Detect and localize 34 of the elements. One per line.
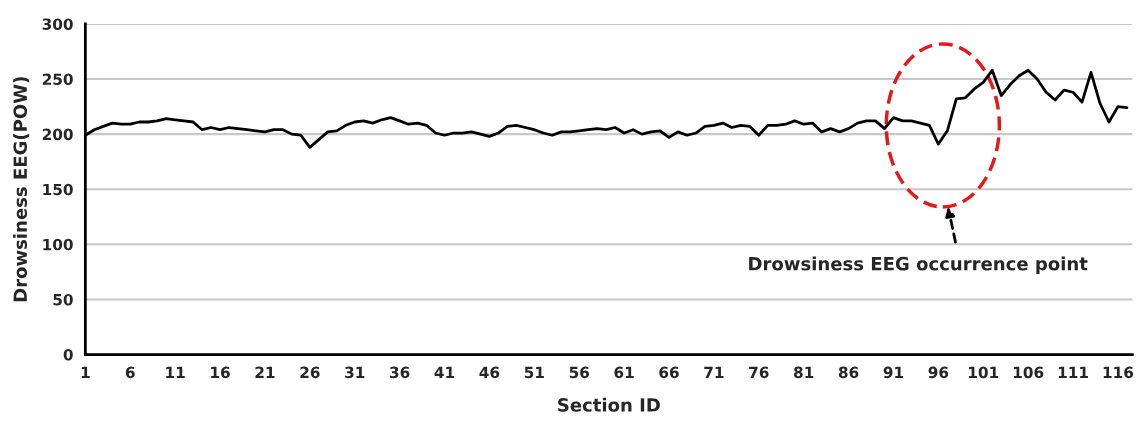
y-tick-label: 100 [43, 238, 73, 251]
x-tick-label: 81 [793, 366, 814, 379]
x-tick-label: 51 [524, 366, 544, 379]
x-tick-label: 56 [569, 366, 590, 379]
y-tick-label: 0 [63, 348, 73, 361]
x-tick-label: 36 [390, 366, 410, 379]
y-tick-label: 300 [42, 18, 73, 30]
x-tick-label: 46 [479, 366, 500, 379]
x-tick-label: 31 [345, 366, 365, 379]
y-tick-label: 250 [42, 73, 73, 86]
x-axis-title: Section ID [558, 397, 660, 412]
x-tick-label: 16 [211, 366, 230, 379]
x-tick-label: 76 [749, 366, 769, 379]
y-axis-title: Drowsiness EEG(POW) [13, 77, 30, 302]
x-tick-label: 116 [1103, 366, 1134, 379]
x-tick-label: 11 [166, 366, 185, 378]
y-tick-label: 50 [53, 293, 73, 306]
x-tick-label: 41 [434, 366, 455, 378]
annotation: Drowsiness EEG occurrence point [749, 256, 1088, 274]
x-tick-label: 21 [255, 366, 275, 378]
x-tick-label: 26 [300, 366, 320, 379]
x-tick-label: 66 [659, 366, 679, 379]
x-tick-label: 86 [838, 366, 859, 379]
x-tick-label: 111 [1058, 366, 1088, 378]
x-tick-label: 91 [883, 366, 904, 379]
y-tick-label: 150 [43, 183, 73, 196]
x-tick-label: 61 [614, 366, 634, 379]
x-tick-label: 101 [969, 366, 999, 379]
x-tick-label: 6 [125, 366, 135, 379]
x-tick-label: 106 [1013, 366, 1044, 379]
x-tick-label: 1 [81, 366, 90, 378]
y-tick-label: 200 [42, 128, 73, 141]
x-tick-label: 71 [704, 366, 724, 378]
x-tick-label: 96 [928, 366, 949, 379]
